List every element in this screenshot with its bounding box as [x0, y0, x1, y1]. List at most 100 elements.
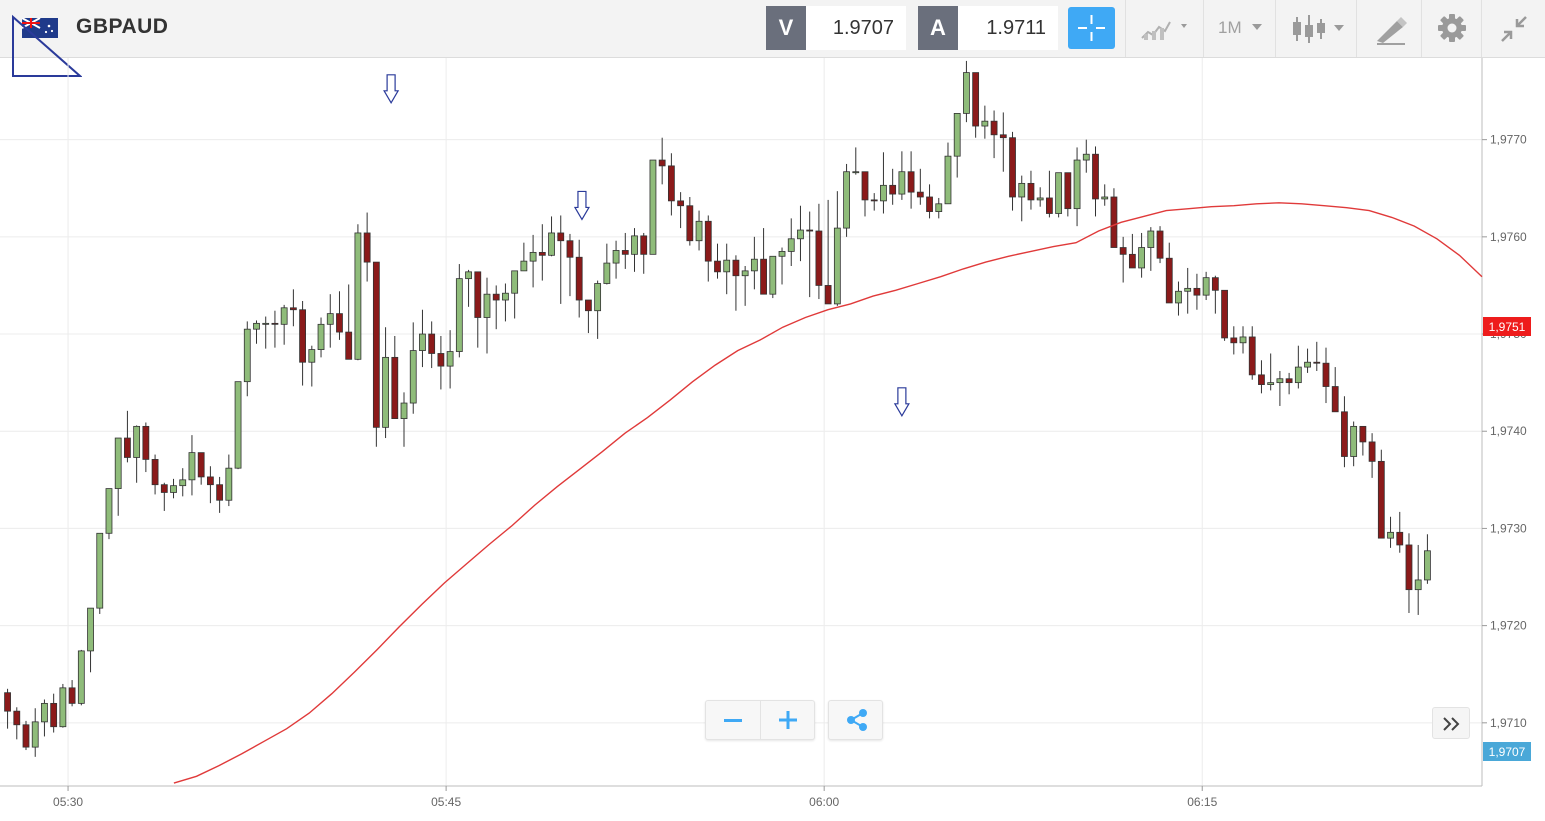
candle-bullish	[1276, 370, 1284, 406]
candle-body	[575, 256, 583, 301]
arrow-down-marker	[573, 190, 591, 221]
candle-body	[1110, 196, 1118, 248]
candle-body	[1036, 197, 1044, 201]
candle-bearish	[1221, 289, 1228, 341]
candle-body	[437, 353, 445, 367]
candles	[4, 60, 1431, 757]
candle-body	[677, 200, 685, 207]
candle-body	[262, 322, 270, 325]
candle-body	[686, 205, 694, 242]
toolbar: GBPAUD V 1.9707 A 1.9711 1M	[0, 0, 1545, 77]
candle-bullish	[133, 425, 141, 483]
scroll-to-end-button[interactable]	[1432, 707, 1470, 739]
x-tick-label: 05:30	[53, 795, 83, 809]
candle-body	[77, 650, 85, 704]
candle-body	[953, 113, 961, 157]
candle-body	[621, 250, 629, 255]
ask-price[interactable]: 1.9711	[958, 6, 1058, 50]
price-chart[interactable]: 1,97101,97201,97301,97401,97501,97601,97…	[0, 58, 1545, 821]
candle-bearish	[1377, 449, 1385, 539]
candle-body	[1414, 579, 1422, 591]
candle-body	[391, 356, 399, 419]
candle-bearish	[575, 239, 583, 318]
candle-bullish	[1267, 353, 1275, 391]
candle-body	[999, 134, 1007, 139]
timeframe-button[interactable]: 1M	[1203, 0, 1276, 57]
candle-body	[787, 238, 795, 252]
candle-bearish	[861, 171, 869, 217]
candle-bullish	[778, 247, 786, 285]
candle-body	[253, 322, 260, 330]
y-tick-label: 1,9770	[1490, 133, 1527, 147]
candle-bullish	[1101, 184, 1109, 206]
y-tick-label: 1,9730	[1490, 521, 1527, 535]
candle-bearish	[1313, 341, 1321, 371]
candle-bearish	[1368, 433, 1376, 478]
candle-bearish	[1359, 425, 1367, 456]
candle-body	[833, 227, 841, 305]
candle-body	[594, 283, 602, 312]
candle-bullish	[520, 242, 528, 272]
candle-body	[1239, 336, 1247, 344]
candle-body	[898, 171, 906, 195]
settings-button[interactable]	[1421, 0, 1482, 57]
candle-body	[1341, 411, 1348, 457]
zoom-out-button[interactable]	[706, 701, 761, 739]
candle-body	[1211, 277, 1219, 291]
candle-bearish	[1285, 372, 1293, 395]
candle-body	[372, 261, 380, 428]
candle-bearish	[428, 321, 436, 369]
candle-body	[68, 687, 76, 704]
candle-bearish	[437, 335, 445, 390]
bid-price-text: 1,9707	[1489, 745, 1526, 759]
candle-bearish	[686, 196, 694, 246]
candle-bullish	[1239, 326, 1247, 354]
y-tick-label: 1,9720	[1490, 619, 1527, 633]
candle-bullish	[483, 277, 491, 354]
candle-bearish	[1119, 236, 1127, 283]
candle-body	[1313, 361, 1321, 364]
candle-bullish	[455, 264, 463, 358]
candle-style-button[interactable]	[1275, 0, 1357, 57]
candle-body	[1285, 378, 1293, 384]
x-tick-label: 05:45	[431, 795, 461, 809]
collapse-button[interactable]	[1481, 0, 1545, 57]
candle-body	[400, 402, 408, 419]
candle-body	[354, 232, 362, 360]
share-button[interactable]	[828, 700, 883, 740]
share-icon	[847, 709, 867, 731]
candle-bearish	[1331, 367, 1339, 413]
bid-price[interactable]: 1.9707	[806, 6, 906, 50]
drawing-tools-button[interactable]	[1356, 0, 1422, 57]
candle-body	[483, 293, 491, 318]
candle-body	[1387, 531, 1394, 539]
candle-body	[1018, 182, 1026, 198]
candle-body	[1156, 230, 1164, 259]
candle-body	[474, 271, 482, 318]
zoom-out-icon	[724, 719, 742, 722]
x-tick-label: 06:15	[1187, 795, 1217, 809]
candle-bearish	[1046, 170, 1053, 218]
zoom-in-icon	[779, 711, 797, 729]
candle-bullish	[723, 243, 731, 295]
candle-body	[1009, 137, 1016, 198]
candle-body	[935, 203, 943, 212]
timeframe-label: 1M	[1218, 18, 1242, 37]
gear-icon	[1438, 14, 1466, 42]
candle-body	[529, 251, 537, 262]
candle-body	[465, 271, 472, 280]
y-tick-label: 1,9740	[1490, 424, 1527, 438]
candle-bullish	[41, 699, 48, 737]
candle-bullish	[1082, 139, 1090, 173]
candle-bullish	[741, 266, 749, 306]
chart-type-button[interactable]	[1125, 0, 1204, 57]
zoom-in-button[interactable]	[761, 701, 815, 739]
candle-bullish	[963, 60, 970, 123]
candle-bearish	[824, 199, 832, 305]
crosshair-button[interactable]	[1068, 7, 1115, 49]
candle-body	[428, 333, 436, 354]
candle-body	[806, 229, 814, 232]
candle-body	[695, 220, 703, 242]
x-axis: 05:3005:4506:0006:1506:3006:4507:0007:15…	[53, 786, 1218, 809]
candle-bearish	[1258, 360, 1265, 394]
